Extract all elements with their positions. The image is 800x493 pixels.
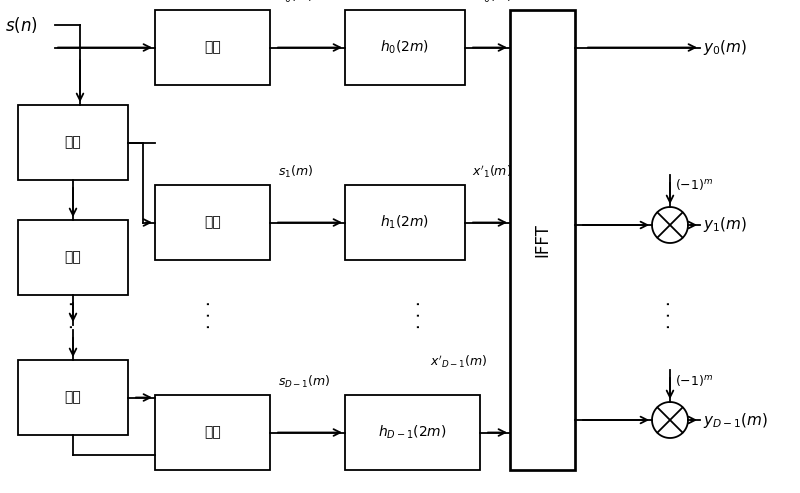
Text: $s_1(m)$: $s_1(m)$ bbox=[278, 164, 314, 180]
Text: · · ·: · · · bbox=[201, 301, 219, 329]
Text: · · ·: · · · bbox=[661, 301, 679, 329]
Bar bbox=[155, 395, 270, 470]
Bar bbox=[510, 10, 575, 470]
Text: $(-1)^m$: $(-1)^m$ bbox=[675, 177, 714, 192]
Text: $y_{D-1}(m)$: $y_{D-1}(m)$ bbox=[703, 411, 768, 429]
Bar bbox=[345, 395, 480, 470]
Text: · · ·: · · · bbox=[411, 301, 429, 329]
Text: 抽取: 抽取 bbox=[204, 40, 221, 55]
Text: $h_0(2m)$: $h_0(2m)$ bbox=[381, 39, 430, 56]
Text: 延迟: 延迟 bbox=[65, 136, 82, 149]
Text: $y_1(m)$: $y_1(m)$ bbox=[703, 215, 747, 235]
Bar bbox=[18, 220, 128, 295]
Text: $(-1)^m$: $(-1)^m$ bbox=[675, 373, 714, 387]
Bar bbox=[155, 10, 270, 85]
Bar bbox=[18, 105, 128, 180]
Bar bbox=[345, 10, 465, 85]
Bar bbox=[155, 185, 270, 260]
Text: · · ·: · · · bbox=[64, 301, 82, 329]
Text: $x'_{D-1}(m)$: $x'_{D-1}(m)$ bbox=[430, 353, 487, 370]
Text: $h_{D-1}(2m)$: $h_{D-1}(2m)$ bbox=[378, 424, 446, 441]
Text: IFFT: IFFT bbox=[534, 223, 551, 257]
Text: $y_0(m)$: $y_0(m)$ bbox=[703, 38, 747, 57]
Text: $s_0(m)$: $s_0(m)$ bbox=[278, 0, 314, 5]
Bar bbox=[345, 185, 465, 260]
Text: 延迟: 延迟 bbox=[65, 390, 82, 404]
Bar bbox=[18, 360, 128, 435]
Text: $s_{D-1}(m)$: $s_{D-1}(m)$ bbox=[278, 374, 330, 390]
Text: $x'_0(m)$: $x'_0(m)$ bbox=[472, 0, 512, 5]
Text: $h_1(2m)$: $h_1(2m)$ bbox=[381, 214, 430, 231]
Text: $s(n)$: $s(n)$ bbox=[5, 15, 38, 35]
Text: $x'_1(m)$: $x'_1(m)$ bbox=[472, 163, 512, 180]
Text: 抽取: 抽取 bbox=[204, 215, 221, 230]
Text: 延迟: 延迟 bbox=[65, 250, 82, 265]
Text: 抽取: 抽取 bbox=[204, 425, 221, 439]
